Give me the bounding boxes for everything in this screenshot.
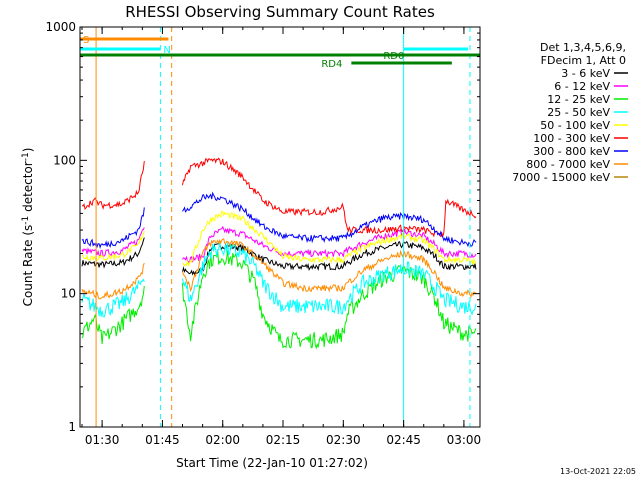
series-line-3: [182, 241, 477, 316]
series-line-1: [81, 227, 145, 257]
series-line-1: [182, 225, 477, 264]
series-line-5: [81, 160, 145, 211]
x-tick-label: 01:30: [85, 433, 120, 447]
series-line-6: [182, 191, 477, 248]
series-line-7: [182, 238, 477, 299]
legend-label-7: 800 - 7000 keV: [526, 158, 610, 171]
y-axis-label: Count Rate (s-1 detector-1): [21, 148, 35, 307]
x-tick-label: 01:45: [145, 433, 180, 447]
state-bar-label: S: [83, 35, 89, 46]
series-line-5: [182, 157, 477, 239]
series-line-2: [81, 285, 145, 345]
y-axis-label-sup2: -1: [21, 152, 31, 161]
y-axis-label-sup1: -1: [21, 216, 31, 225]
state-bar-label: N: [163, 45, 170, 56]
footer-date: 13-Oct-2021 22:05: [560, 467, 636, 476]
series-line-6: [81, 207, 145, 249]
legend: Det 1,3,4,5,6,9, FDecim 1, Att 0 3 - 6 k…: [512, 41, 628, 184]
y-tick-label: 10: [61, 287, 76, 301]
legend-label-5: 100 - 300 keV: [533, 132, 610, 145]
legend-header-line-2: FDecim 1, Att 0: [541, 54, 626, 67]
x-tick-label: 03:00: [447, 433, 482, 447]
chart-title: RHESSI Observing Summary Count Rates: [125, 3, 435, 21]
plot-frame: [79, 26, 481, 428]
series-line-7: [81, 262, 145, 300]
y-tick-label: 100: [53, 153, 76, 167]
y-axis-label-end: ): [21, 148, 35, 153]
legend-label-8: 7000 - 15000 keV: [512, 171, 610, 184]
state-bar-label: RD4: [321, 59, 342, 70]
legend-label-2: 12 - 25 keV: [547, 93, 610, 106]
legend-header-line-1: Det 1,3,4,5,6,9,: [540, 41, 626, 54]
series-line-4: [81, 230, 145, 262]
y-axis-label-main: Count Rate (s: [21, 225, 35, 307]
x-tick-label: 02:30: [326, 433, 361, 447]
y-tick-label: 1: [68, 420, 76, 434]
series-line-4: [182, 210, 477, 267]
axis-ticks: 1 10 100 1000 01:30 01:45 02:00 02:15 02:30 02:45…: [45, 20, 481, 447]
legend-label-0: 3 - 6 keV: [561, 67, 610, 80]
series-line-3: [81, 278, 145, 318]
series-layer: [81, 157, 477, 350]
x-tick-label: 02:15: [266, 433, 301, 447]
legend-label-6: 300 - 800 keV: [533, 145, 610, 158]
state-bar-label: RD0: [383, 51, 404, 62]
series-line-0: [81, 237, 145, 269]
legend-label-1: 6 - 12 keV: [554, 80, 610, 93]
legend-label-3: 25 - 50 keV: [547, 106, 610, 119]
legend-label-4: 50 - 100 keV: [540, 119, 610, 132]
x-axis-label: Start Time (22-Jan-10 01:27:02): [176, 456, 368, 470]
y-axis-label-mid: detector: [21, 161, 35, 216]
y-tick-label: 1000: [45, 20, 76, 34]
vertical-markers: [95, 27, 471, 427]
state-bars: S N RD0 RD4: [80, 35, 480, 70]
x-tick-label: 02:00: [205, 433, 240, 447]
x-tick-label: 02:45: [386, 433, 421, 447]
series-line-2: [182, 250, 477, 350]
